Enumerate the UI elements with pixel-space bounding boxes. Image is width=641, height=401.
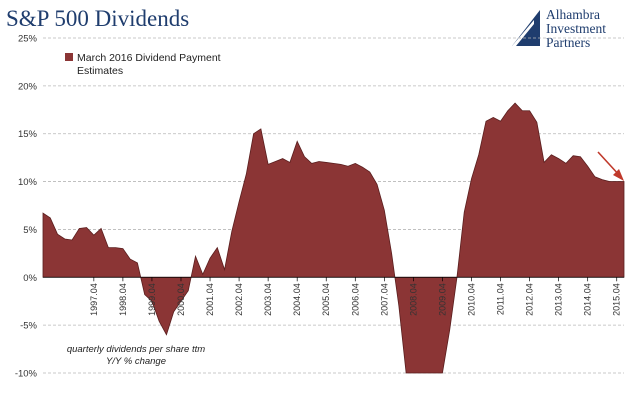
x-tick-label: 2009.04 <box>437 283 447 316</box>
x-tick-label: 2014.04 <box>583 283 593 316</box>
legend-swatch <box>65 53 73 61</box>
dividend-area-series <box>42 102 625 374</box>
grid-lines <box>43 37 624 374</box>
x-tick-label: 2002.04 <box>234 283 244 316</box>
x-tick-label: 1997.04 <box>89 283 99 316</box>
logo-mark-icon <box>512 10 540 46</box>
chart-title: S&P 500 Dividends <box>6 6 190 31</box>
x-tick-label: 2006.04 <box>350 283 360 316</box>
legend-label-line-2: Estimates <box>77 65 123 77</box>
x-tick-label: 2007.04 <box>379 283 389 316</box>
y-tick-label: 0% <box>23 273 37 284</box>
y-tick-label: -5% <box>20 321 37 332</box>
x-tick-label: 2015.04 <box>612 283 622 316</box>
logo-line-1: Alhambra <box>546 7 600 22</box>
trend-arrow-icon <box>597 151 624 181</box>
x-axis-ticks: 1997.04 1998.04 1999.04 2000.04 2001.04 2002.… <box>89 277 622 316</box>
annotation-line-1: quarterly dividends per share ttm <box>67 344 205 355</box>
logo-line-2: Investment <box>546 21 606 36</box>
y-tick-label: -10% <box>15 369 38 380</box>
y-axis-ticks: 25% 20% 15% 10% 5% 0% -5% -10% <box>15 34 38 380</box>
y-tick-label: 25% <box>18 34 38 45</box>
x-tick-label: 2010.04 <box>466 283 476 316</box>
x-tick-label: 1999.04 <box>147 283 157 316</box>
x-tick-label: 2012.04 <box>525 283 535 316</box>
x-tick-label: 2000.04 <box>176 283 186 316</box>
x-tick-label: 1998.04 <box>118 283 128 316</box>
y-tick-label: 15% <box>18 129 38 140</box>
x-tick-label: 2011.04 <box>496 283 506 315</box>
x-tick-label: 2003.04 <box>263 283 273 316</box>
logo-text: Alhambra Investment Partners <box>546 8 606 50</box>
legend: March 2016 Dividend Payment Estimates <box>65 52 221 77</box>
legend-label-line-1: March 2016 Dividend Payment <box>77 52 221 64</box>
annotation: quarterly dividends per share ttm Y/Y % … <box>67 344 205 367</box>
logo: Alhambra Investment Partners <box>510 8 638 52</box>
x-tick-label: 2005.04 <box>321 283 331 316</box>
x-tick-label: 2013.04 <box>554 283 564 316</box>
x-tick-label: 2008.04 <box>408 283 418 316</box>
x-tick-label: 2001.04 <box>205 283 215 316</box>
y-tick-label: 5% <box>23 225 37 236</box>
annotation-line-2: Y/Y % change <box>106 356 166 367</box>
y-tick-label: 20% <box>18 81 38 92</box>
y-tick-label: 10% <box>18 177 38 188</box>
logo-line-3: Partners <box>546 35 591 50</box>
x-tick-label: 2004.04 <box>292 283 302 316</box>
